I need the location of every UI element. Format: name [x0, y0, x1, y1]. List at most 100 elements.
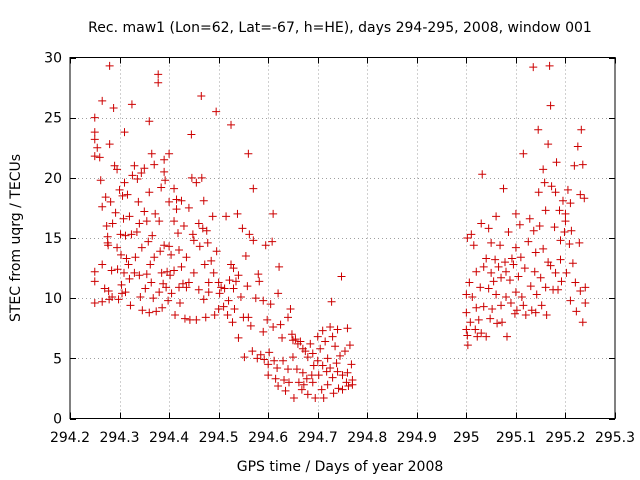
data-point: [180, 314, 189, 323]
data-point: [323, 354, 332, 363]
data-point: [121, 231, 130, 240]
data-point: [130, 161, 139, 170]
data-point: [117, 280, 126, 289]
data-point: [501, 258, 510, 267]
data-point: [296, 337, 305, 346]
data-point: [313, 356, 322, 365]
data-point: [144, 237, 153, 246]
data-point: [581, 298, 590, 307]
data-point: [534, 125, 543, 134]
data-point: [572, 307, 581, 316]
data-point: [182, 253, 191, 262]
data-point: [171, 311, 180, 320]
data-point: [541, 283, 550, 292]
data-point: [343, 368, 352, 377]
data-point: [165, 149, 174, 158]
data-point: [98, 96, 107, 105]
data-point: [126, 301, 135, 310]
data-point: [95, 153, 104, 162]
data-point: [122, 254, 131, 263]
data-point: [175, 283, 183, 292]
data-point: [331, 342, 340, 351]
data-point: [465, 278, 474, 287]
data-point: [170, 184, 179, 193]
data-point: [477, 329, 486, 338]
data-point: [284, 378, 293, 387]
data-point: [496, 241, 505, 250]
data-point: [207, 256, 216, 265]
data-point: [552, 158, 561, 167]
data-point: [479, 302, 488, 311]
y-tick-labels: 0 5 10 15 20 25 30: [44, 51, 62, 428]
data-point: [326, 323, 335, 332]
data-point: [560, 227, 569, 236]
data-point: [101, 193, 110, 202]
data-point: [322, 367, 331, 376]
data-point: [539, 244, 548, 253]
data-point: [336, 351, 345, 360]
data-point: [263, 315, 272, 324]
data-point: [105, 61, 114, 70]
data-point: [113, 165, 122, 174]
data-point: [167, 289, 176, 298]
data-point: [184, 203, 193, 212]
data-point: [119, 214, 128, 223]
data-point: [118, 289, 127, 298]
data-point: [494, 262, 503, 271]
data-point: [154, 70, 163, 79]
data-point: [133, 175, 142, 184]
data-point: [120, 128, 129, 137]
data-point: [561, 217, 570, 226]
data-point: [90, 128, 99, 137]
data-point: [147, 278, 156, 287]
data-point: [551, 188, 560, 197]
data-point: [141, 284, 150, 293]
data-point: [234, 271, 243, 280]
data-point: [203, 238, 212, 247]
data-point: [326, 363, 335, 372]
data-point: [307, 371, 316, 380]
data-point: [223, 311, 232, 320]
data-point: [145, 188, 154, 197]
data-point: [318, 326, 327, 335]
data-point: [202, 226, 211, 235]
data-point: [502, 267, 510, 276]
data-point: [96, 176, 105, 185]
data-point: [125, 212, 134, 221]
data-point: [288, 353, 297, 362]
data-point: [231, 277, 240, 286]
data-point: [120, 178, 129, 187]
chart-title: Rec. maw1 (Lon=62, Lat=-67, h=HE), days …: [88, 20, 592, 36]
data-point: [128, 171, 137, 180]
data-point: [507, 254, 516, 263]
data-point: [189, 268, 198, 277]
data-point: [154, 78, 163, 87]
data-point: [308, 349, 317, 358]
data-point: [116, 230, 125, 239]
data-point: [244, 313, 253, 322]
data-point: [474, 315, 483, 324]
data-point: [140, 164, 149, 173]
data-point: [477, 219, 486, 228]
data-point: [265, 348, 274, 357]
data-point: [546, 261, 555, 270]
data-point: [127, 100, 136, 109]
data-point: [577, 125, 586, 134]
data-point: [468, 292, 477, 301]
data-points: [90, 61, 590, 403]
data-point: [463, 331, 472, 340]
data-point: [199, 196, 208, 205]
data-point: [155, 217, 164, 226]
data-point: [150, 253, 159, 262]
data-point: [511, 243, 520, 252]
data-point: [566, 296, 575, 305]
x-tick-label: 294.2: [50, 430, 90, 446]
data-point: [535, 221, 544, 230]
data-point: [472, 267, 481, 276]
data-point: [557, 277, 566, 286]
data-point: [511, 288, 520, 297]
data-point: [289, 394, 298, 403]
data-point: [571, 278, 580, 287]
data-point: [172, 195, 181, 204]
data-point: [259, 327, 268, 336]
